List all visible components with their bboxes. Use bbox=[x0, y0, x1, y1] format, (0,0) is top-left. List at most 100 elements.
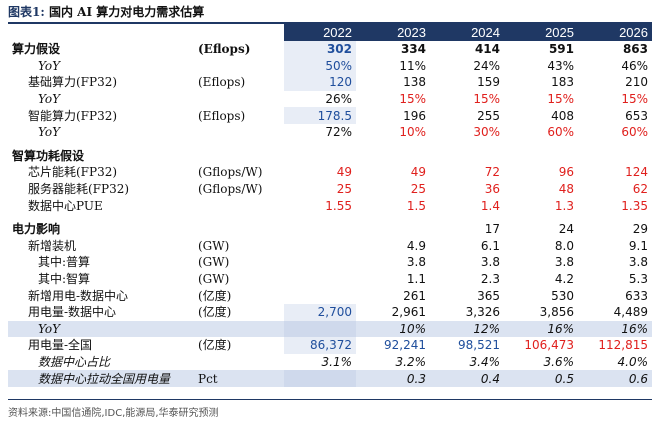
table-row: 芯片能耗(FP32) (Gflops/W) 49 49 72 96 124 bbox=[8, 164, 652, 181]
cell: 6.1 bbox=[480, 238, 500, 253]
table-row: 用电量-全国 (亿度) 86,372 92,241 98,521 106,473… bbox=[8, 337, 652, 354]
cell: 3.8 bbox=[480, 255, 500, 270]
row-unit bbox=[194, 320, 284, 338]
cell: 196 bbox=[403, 108, 426, 123]
cell: 863 bbox=[622, 42, 648, 57]
cell: 16% bbox=[578, 320, 652, 338]
cell bbox=[284, 254, 356, 271]
cell: 0.3 bbox=[356, 370, 430, 387]
row-label: 用电量-数据中心 bbox=[28, 305, 117, 320]
cell bbox=[284, 221, 356, 238]
cell: 50% bbox=[284, 57, 356, 75]
cell: 48 bbox=[558, 182, 574, 197]
row-label: 服务器能耗(FP32) bbox=[28, 182, 130, 197]
cell: 1.5 bbox=[406, 198, 426, 213]
cell: 0.4 bbox=[430, 370, 504, 387]
cell: 2.3 bbox=[480, 272, 500, 287]
cell: 12% bbox=[430, 320, 504, 338]
row-unit bbox=[194, 221, 284, 238]
cell: 8.0 bbox=[554, 238, 574, 253]
figure-number: 图表1: bbox=[8, 5, 45, 19]
cell: 5.3 bbox=[628, 272, 648, 287]
cell: 261 bbox=[403, 288, 426, 303]
cell: 60% bbox=[621, 125, 648, 140]
cell: 120 bbox=[284, 74, 356, 91]
table-row: 数据中心占比 3.1% 3.2% 3.4% 3.6% 4.0% bbox=[8, 354, 652, 371]
bottom-rule bbox=[8, 399, 652, 400]
cell: 72 bbox=[484, 165, 500, 180]
cell: 138 bbox=[403, 75, 426, 90]
spacer-row bbox=[8, 141, 652, 148]
row-label: YoY bbox=[38, 92, 61, 107]
table-row: 电力影响 17 24 29 bbox=[8, 221, 652, 238]
table-row: 其中:普算 (GW) 3.8 3.8 3.8 3.8 bbox=[8, 254, 652, 271]
cell: 2,961 bbox=[391, 305, 426, 320]
table-row: 新增用电-数据中心 (亿度) 261 365 530 633 bbox=[8, 287, 652, 304]
table-row: 智算功耗假设 bbox=[8, 148, 652, 165]
empty-cells bbox=[194, 148, 652, 165]
cell: 414 bbox=[474, 42, 500, 57]
table-row: 基础算力(FP32) (Eflops) 120 138 159 183 210 bbox=[8, 74, 652, 91]
row-unit bbox=[194, 197, 284, 214]
cell: 96 bbox=[558, 165, 574, 180]
year-2022: 2022 bbox=[284, 24, 356, 41]
cell: 0.6 bbox=[578, 370, 652, 387]
cell: 24 bbox=[558, 222, 574, 237]
table-row: YoY 50% 11% 24% 43% 46% bbox=[8, 57, 652, 75]
row-label: 数据中心PUE bbox=[28, 198, 103, 213]
cell: 36 bbox=[484, 182, 500, 197]
spacer-row bbox=[8, 214, 652, 221]
cell: 1.3 bbox=[554, 198, 574, 213]
table-row: 数据中心PUE 1.55 1.5 1.4 1.3 1.35 bbox=[8, 197, 652, 214]
cell: 3.8 bbox=[406, 255, 426, 270]
cell: 60% bbox=[547, 125, 574, 140]
row-unit: (GW) bbox=[198, 255, 230, 270]
header-row: 2022 2023 2024 2025 2026 bbox=[8, 24, 652, 41]
row-unit: (Gflops/W) bbox=[198, 182, 263, 197]
row-label: YoY bbox=[38, 58, 61, 73]
top-rule bbox=[8, 22, 652, 24]
cell: 302 bbox=[284, 41, 356, 58]
cell: 112,815 bbox=[598, 338, 648, 353]
cell: 210 bbox=[625, 75, 648, 90]
cell: 159 bbox=[477, 75, 500, 90]
cell: 591 bbox=[548, 42, 574, 57]
table-row: 数据中心拉动全国用电量 Pct 0.3 0.4 0.5 0.6 bbox=[8, 370, 652, 387]
row-label: 其中:智算 bbox=[38, 272, 91, 287]
year-2024: 2024 bbox=[430, 24, 504, 41]
row-label: YoY bbox=[38, 125, 61, 140]
cell: 15% bbox=[547, 92, 574, 107]
row-label: 算力假设 bbox=[12, 42, 61, 57]
row-label: 其中:普算 bbox=[38, 255, 91, 270]
cell: 1.4 bbox=[480, 198, 500, 213]
row-unit bbox=[194, 91, 284, 108]
year-2023: 2023 bbox=[356, 24, 430, 41]
cell bbox=[284, 271, 356, 288]
cell: 25 bbox=[410, 182, 426, 197]
table-row: YoY 26% 15% 15% 15% 15% bbox=[8, 91, 652, 108]
cell: 365 bbox=[477, 288, 500, 303]
cell: 4.0% bbox=[617, 354, 649, 369]
cell: 408 bbox=[551, 108, 574, 123]
cell: 86,372 bbox=[284, 337, 356, 354]
cell bbox=[284, 320, 356, 338]
row-unit: (Eflops) bbox=[198, 42, 251, 57]
cell: 46% bbox=[621, 58, 648, 73]
cell: 2,700 bbox=[284, 303, 356, 321]
row-label: 数据中心占比 bbox=[38, 354, 111, 369]
row-label: 芯片能耗(FP32) bbox=[28, 165, 118, 180]
cell: 24% bbox=[473, 58, 500, 73]
cell: 62 bbox=[632, 182, 648, 197]
cell: 124 bbox=[625, 165, 648, 180]
cell: 9.1 bbox=[628, 238, 648, 253]
row-label: 数据中心拉动全国用电量 bbox=[8, 370, 194, 387]
cell: 3.1% bbox=[321, 354, 353, 369]
cell: 29 bbox=[632, 222, 648, 237]
cell: 1.35 bbox=[621, 198, 648, 213]
row-unit: (Eflops) bbox=[198, 108, 246, 123]
figure-title-text: 国内 AI 算力对电力需求估算 bbox=[48, 5, 205, 19]
row-unit: (亿度) bbox=[198, 288, 232, 303]
cell: 26% bbox=[325, 92, 352, 107]
row-label: 智能算力(FP32) bbox=[28, 108, 118, 123]
cell bbox=[284, 287, 356, 304]
